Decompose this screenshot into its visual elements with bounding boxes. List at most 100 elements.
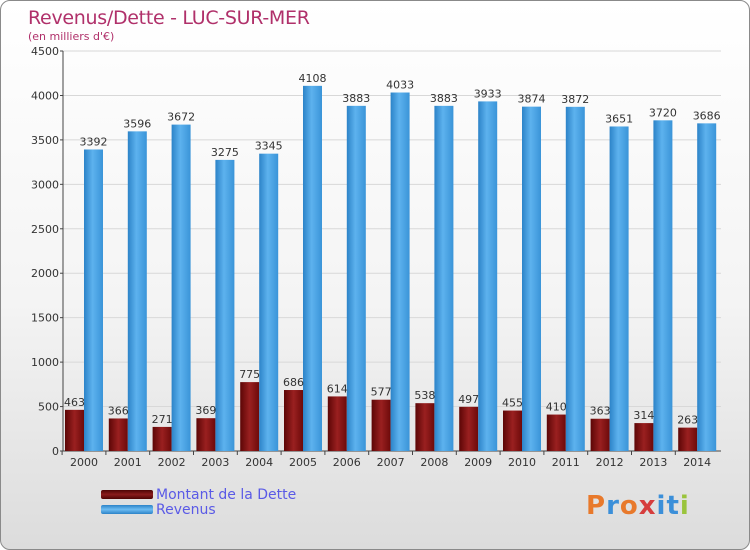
label-revenus-2007: 4033 <box>386 79 414 92</box>
y-tick-label: 2500 <box>31 223 59 236</box>
bar-dette-2004 <box>240 382 260 451</box>
chart-title: Revenus/Dette - LUC-SUR-MER <box>28 7 310 29</box>
label-revenus-2011: 3872 <box>561 93 589 106</box>
bar-revenus-2011 <box>565 106 585 452</box>
x-tick-label: 2012 <box>596 456 624 469</box>
label-revenus-2012: 3651 <box>605 112 633 125</box>
y-tick-label: 500 <box>38 401 59 414</box>
y-tick-label: 3500 <box>31 134 59 147</box>
legend-label-dette: Montant de la Dette <box>156 487 297 503</box>
label-dette-2005: 686 <box>283 376 304 389</box>
data-labels: 463 3392 366 3596 271 3672 369 3275 775 3345 686 41… <box>64 72 721 427</box>
legend-swatch-dette <box>101 490 153 499</box>
x-tick-label: 2014 <box>683 456 711 469</box>
y-tick-label: 4500 <box>31 45 59 58</box>
x-tick-label: 2000 <box>70 456 98 469</box>
chart-subtitle: (en milliers d'€) <box>28 30 115 43</box>
logo-letter: r <box>606 491 620 521</box>
bar-dette-2008 <box>415 403 435 451</box>
bar-revenus-2003 <box>215 159 235 451</box>
label-dette-2000: 463 <box>64 396 85 409</box>
bar-dette-2005 <box>284 390 303 451</box>
y-tick-label: 4000 <box>31 89 59 102</box>
x-tick-label: 2007 <box>377 456 405 469</box>
logo-letter: o <box>619 491 639 521</box>
label-dette-2002: 271 <box>152 413 173 426</box>
x-tick-label: 2006 <box>333 456 361 469</box>
y-tick-label: 1000 <box>31 356 59 369</box>
bar-dette-2011 <box>546 414 566 451</box>
logo-letter: t <box>666 491 680 521</box>
label-dette-2007: 577 <box>371 386 392 399</box>
bar-revenus-2007 <box>390 92 410 451</box>
bar-dette-2014 <box>678 427 698 451</box>
label-dette-2003: 369 <box>195 404 216 417</box>
y-tick-label: 1500 <box>31 312 59 325</box>
bar-dette-2013 <box>634 423 654 451</box>
x-tick-label: 2003 <box>201 456 229 469</box>
bars <box>65 85 717 452</box>
label-dette-2011: 410 <box>546 401 567 414</box>
bar-revenus-2012 <box>609 126 629 451</box>
label-dette-2004: 775 <box>239 368 260 381</box>
bar-dette-2012 <box>590 418 610 451</box>
y-tick-label: 3000 <box>31 178 59 191</box>
label-revenus-2010: 3874 <box>518 93 546 106</box>
bar-dette-2010 <box>503 410 522 451</box>
bar-revenus-2004 <box>259 153 279 451</box>
label-revenus-2006: 3883 <box>342 92 370 105</box>
label-dette-2012: 363 <box>590 405 611 418</box>
label-revenus-2003: 3275 <box>211 146 239 159</box>
proxiti-logo: Proxiti <box>586 491 690 521</box>
bar-dette-2002 <box>152 426 172 451</box>
x-tick-label: 2005 <box>289 456 317 469</box>
logo-letter: P <box>586 491 607 521</box>
bar-revenus-2008 <box>434 105 454 451</box>
bar-dette-2006 <box>327 396 347 451</box>
x-tick-label: 2010 <box>508 456 536 469</box>
label-revenus-2002: 3672 <box>167 111 195 124</box>
y-tick-label: 0 <box>52 445 59 458</box>
label-dette-2009: 497 <box>458 393 479 406</box>
label-revenus-2008: 3883 <box>430 92 458 105</box>
bar-dette-2007 <box>371 399 391 451</box>
bar-dette-2000 <box>65 409 84 451</box>
label-dette-2010: 455 <box>502 397 523 410</box>
label-dette-2014: 263 <box>677 414 698 427</box>
label-dette-2001: 366 <box>108 404 129 417</box>
bar-revenus-2014 <box>697 123 717 451</box>
x-tick-label: 2009 <box>464 456 492 469</box>
bar-revenus-2013 <box>653 120 673 451</box>
label-dette-2006: 614 <box>327 382 348 395</box>
y-tick-label: 2000 <box>31 267 59 280</box>
x-tick-label: 2002 <box>158 456 186 469</box>
logo-letter: x <box>638 491 657 521</box>
label-revenus-2001: 3596 <box>123 117 151 130</box>
x-tick-label: 2008 <box>420 456 448 469</box>
x-tick-label: 2011 <box>552 456 580 469</box>
label-revenus-2009: 3933 <box>474 87 502 100</box>
bar-dette-2009 <box>459 406 479 451</box>
label-revenus-2013: 3720 <box>649 106 677 119</box>
bar-dette-2003 <box>196 418 216 451</box>
bar-revenus-2001 <box>127 131 147 451</box>
label-revenus-2005: 4108 <box>299 72 327 85</box>
logo-letter: i <box>679 491 690 521</box>
bar-revenus-2010 <box>522 106 541 452</box>
label-revenus-2004: 3345 <box>255 140 283 153</box>
x-tick-label: 2013 <box>639 456 667 469</box>
bar-dette-2001 <box>108 418 128 451</box>
x-tick-label: 2004 <box>245 456 273 469</box>
legend-label-revenus: Revenus <box>156 502 216 518</box>
logo-letter: i <box>656 491 667 521</box>
bar-revenus-2000 <box>84 149 103 451</box>
bar-revenus-2002 <box>171 124 191 451</box>
label-dette-2013: 314 <box>633 409 654 422</box>
bar-revenus-2009 <box>478 101 498 452</box>
label-revenus-2014: 3686 <box>693 109 721 122</box>
legend-swatch-revenus <box>101 505 153 514</box>
bar-revenus-2006 <box>346 105 366 451</box>
label-dette-2008: 538 <box>414 389 435 402</box>
